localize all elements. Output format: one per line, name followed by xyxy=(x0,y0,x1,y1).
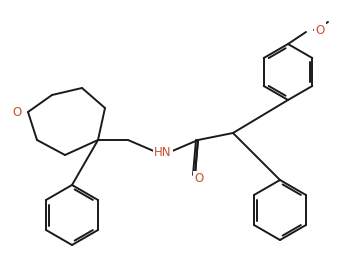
Text: O: O xyxy=(195,173,204,185)
Text: O: O xyxy=(13,106,22,118)
Text: O: O xyxy=(315,24,324,36)
Text: HN: HN xyxy=(154,147,172,159)
